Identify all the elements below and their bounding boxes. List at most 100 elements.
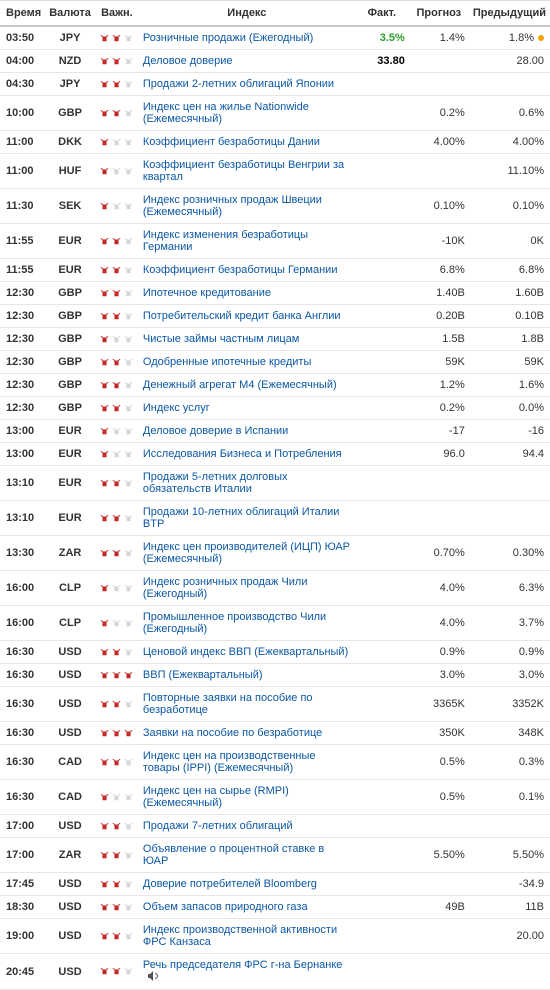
- index-link[interactable]: Продажи 5-летних долговых обязательств И…: [143, 471, 288, 495]
- table-row: 11:30SEKИндекс розничных продаж Швеции (…: [0, 189, 550, 224]
- bull-icon: [111, 33, 122, 44]
- index-link[interactable]: Индекс изменения безработицы Германии: [143, 229, 308, 253]
- bull-icon: [123, 583, 134, 594]
- index-link[interactable]: Индекс розничных продаж Чили (Ежегодный): [143, 576, 308, 600]
- index-link[interactable]: Потребительский кредит банка Англии: [143, 310, 341, 322]
- index-link[interactable]: Деловое доверие: [143, 55, 233, 67]
- index-link[interactable]: Доверие потребителей Bloomberg: [143, 878, 317, 890]
- index-link[interactable]: Коэффициент безработицы Германии: [143, 264, 338, 276]
- index-link[interactable]: Деловое доверие в Испании: [143, 425, 288, 437]
- currency-cell: USD: [45, 954, 95, 990]
- forecast-cell: [409, 873, 469, 896]
- forecast-cell: 3.0%: [409, 664, 469, 687]
- index-cell: Промышленное производство Чили (Ежегодны…: [139, 606, 355, 641]
- index-link[interactable]: Продажи 10-летних облигаций Италии BTP: [143, 506, 340, 530]
- actual-cell: [355, 224, 409, 259]
- actual-cell: [355, 443, 409, 466]
- table-row: 11:55EURИндекс изменения безработицы Гер…: [0, 224, 550, 259]
- time-cell: 12:30: [0, 374, 45, 397]
- index-cell: Коэффициент безработицы Дании: [139, 131, 355, 154]
- index-link[interactable]: Индекс розничных продаж Швеции (Ежемесяч…: [143, 194, 322, 218]
- bull-icon: [123, 56, 134, 67]
- index-link[interactable]: Индекс услуг: [143, 402, 210, 414]
- forecast-cell: 1.4%: [409, 26, 469, 50]
- bull-icon: [111, 201, 122, 212]
- bull-icon: [99, 931, 110, 942]
- forecast-cell: 0.5%: [409, 780, 469, 815]
- index-link[interactable]: Одобренные ипотечные кредиты: [143, 356, 311, 368]
- index-link[interactable]: Индекс цен на сырье (RMPI) (Ежемесячный): [143, 785, 289, 809]
- previous-cell: 11B: [469, 896, 550, 919]
- bull-icon: [99, 850, 110, 861]
- previous-cell: 4.00%: [469, 131, 550, 154]
- previous-cell: 1.8%: [469, 26, 550, 50]
- time-cell: 12:30: [0, 305, 45, 328]
- importance-cell: [95, 26, 139, 50]
- index-cell: Деловое доверие в Испании: [139, 420, 355, 443]
- forecast-cell: [409, 154, 469, 189]
- forecast-cell: 0.9%: [409, 641, 469, 664]
- index-link[interactable]: Продажи 2-летних облигаций Японии: [143, 78, 334, 90]
- index-link[interactable]: Денежный агрегат M4 (Ежемесячный): [143, 379, 337, 391]
- actual-cell: [355, 641, 409, 664]
- bull-icon: [123, 311, 134, 322]
- index-link[interactable]: Индекс цен на производственные товары (I…: [143, 750, 316, 774]
- previous-cell: 0.3%: [469, 745, 550, 780]
- index-link[interactable]: Индекс цен на жилье Nationwide (Ежемесяч…: [143, 101, 309, 125]
- currency-cell: USD: [45, 722, 95, 745]
- importance-cell: [95, 722, 139, 745]
- forecast-cell: 0.5%: [409, 745, 469, 780]
- index-link[interactable]: Коэффициент безработицы Дании: [143, 136, 320, 148]
- index-link[interactable]: Исследования Бизнеса и Потребления: [143, 448, 342, 460]
- previous-cell: [469, 501, 550, 536]
- index-link[interactable]: Речь председателя ФРС г-на Бернанке: [143, 959, 343, 971]
- actual-cell: [355, 873, 409, 896]
- time-cell: 03:50: [0, 26, 45, 50]
- index-link[interactable]: Заявки на пособие по безработице: [143, 727, 322, 739]
- index-link[interactable]: Розничные продажи (Ежегодный): [143, 32, 313, 44]
- index-link[interactable]: Объем запасов природного газа: [143, 901, 308, 913]
- forecast-cell: 1.5B: [409, 328, 469, 351]
- previous-cell: 0K: [469, 224, 550, 259]
- index-link[interactable]: Объявление о процентной ставке в ЮАР: [143, 843, 324, 867]
- index-cell: Денежный агрегат M4 (Ежемесячный): [139, 374, 355, 397]
- importance-cell: [95, 745, 139, 780]
- time-cell: 19:00: [0, 919, 45, 954]
- currency-cell: JPY: [45, 26, 95, 50]
- index-link[interactable]: Продажи 7-летних облигаций: [143, 820, 293, 832]
- index-link[interactable]: Индекс цен производителей (ИЦП) ЮАР (Еже…: [143, 541, 350, 565]
- currency-cell: USD: [45, 873, 95, 896]
- index-link[interactable]: ВВП (Ежеквартальный): [143, 669, 263, 681]
- currency-cell: GBP: [45, 397, 95, 420]
- index-link[interactable]: Индекс производственной активности ФРС К…: [143, 924, 337, 948]
- currency-cell: GBP: [45, 96, 95, 131]
- bull-icon: [99, 618, 110, 629]
- previous-cell: 0.10B: [469, 305, 550, 328]
- index-link[interactable]: Коэффициент безработицы Венгрии за кварт…: [143, 159, 344, 183]
- index-link[interactable]: Чистые займы частным лицам: [143, 333, 299, 345]
- time-cell: 11:55: [0, 224, 45, 259]
- currency-cell: CAD: [45, 780, 95, 815]
- table-row: 12:30GBPЧистые займы частным лицам1.5B1.…: [0, 328, 550, 351]
- bull-icon: [111, 699, 122, 710]
- bull-icon: [111, 757, 122, 768]
- bull-icon: [123, 236, 134, 247]
- bull-icon: [111, 137, 122, 148]
- time-cell: 04:00: [0, 50, 45, 73]
- bull-icon: [99, 548, 110, 559]
- index-link[interactable]: Ипотечное кредитование: [143, 287, 271, 299]
- index-link[interactable]: Повторные заявки на пособие по безработи…: [143, 692, 313, 716]
- time-cell: 11:30: [0, 189, 45, 224]
- importance-cell: [95, 571, 139, 606]
- col-index: Индекс: [139, 1, 355, 27]
- currency-cell: GBP: [45, 374, 95, 397]
- importance-cell: [95, 374, 139, 397]
- forecast-cell: [409, 50, 469, 73]
- index-link[interactable]: Ценовой индекс ВВП (Ежеквартальный): [143, 646, 348, 658]
- index-cell: Речь председателя ФРС г-на Бернанке: [139, 954, 355, 990]
- time-cell: 13:10: [0, 466, 45, 501]
- index-link[interactable]: Промышленное производство Чили (Ежегодны…: [143, 611, 326, 635]
- actual-cell: [355, 282, 409, 305]
- bull-icon: [99, 670, 110, 681]
- importance-cell: [95, 501, 139, 536]
